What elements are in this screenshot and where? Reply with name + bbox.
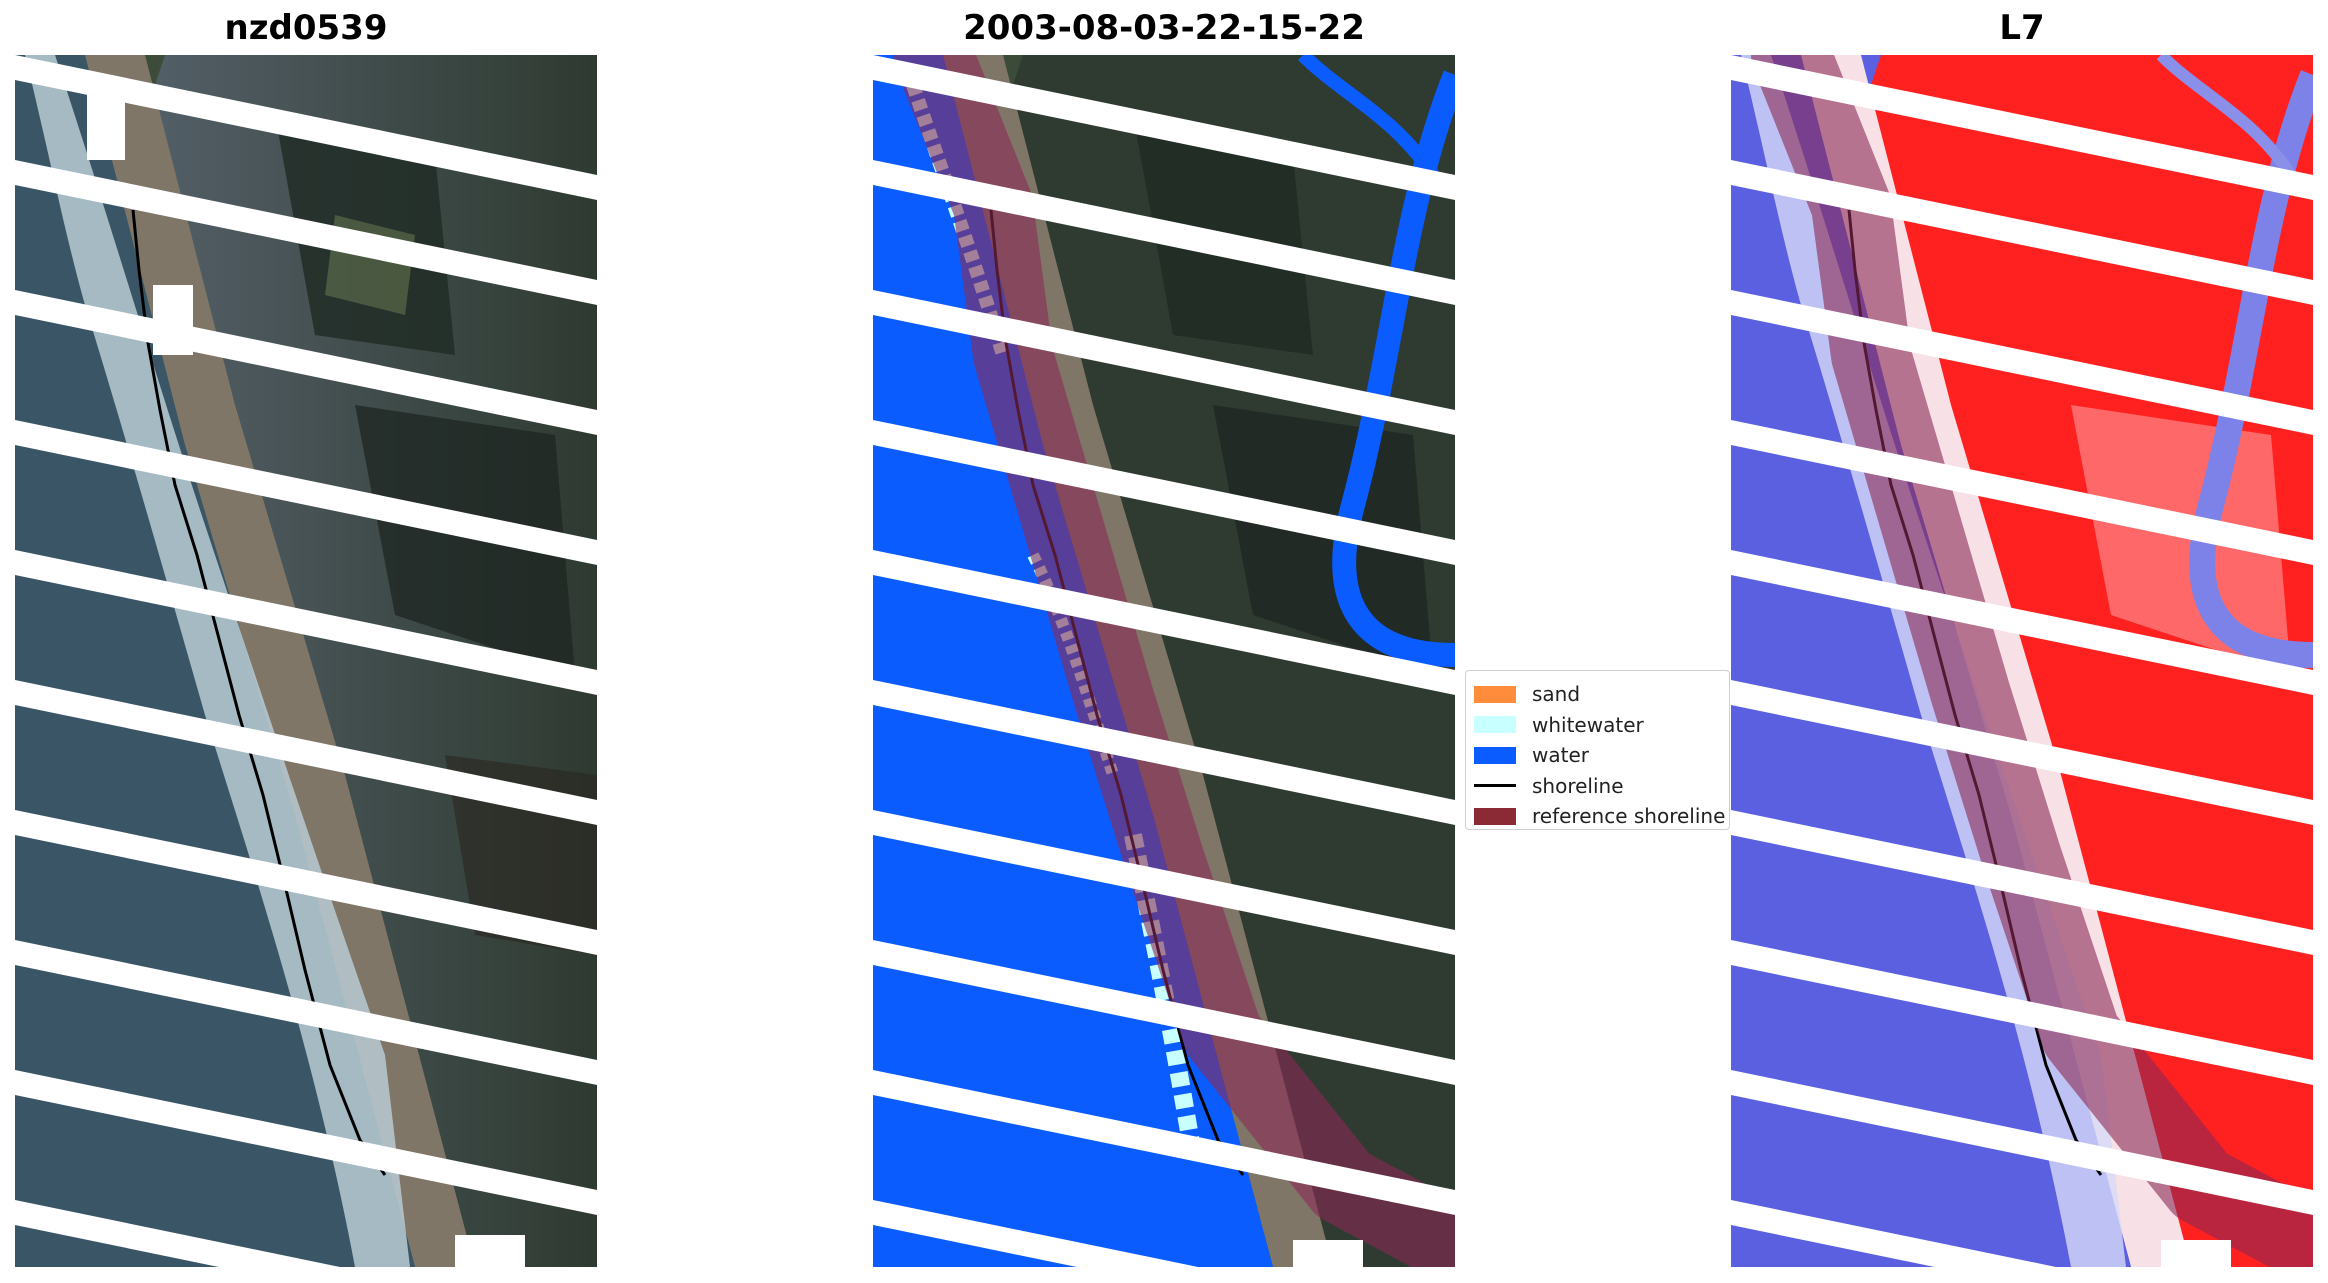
legend-swatch-whitewater: [1474, 716, 1516, 734]
legend-item-whitewater: whitewater: [1474, 710, 1721, 741]
legend-label-water: water: [1532, 743, 1589, 768]
legend-item-shoreline: shoreline: [1474, 771, 1721, 802]
panel-title-rgb: nzd0539: [224, 8, 388, 48]
panel-title-classified: 2003-08-03-22-15-22: [963, 8, 1365, 48]
legend-swatch-shoreline: [1474, 784, 1516, 788]
index-image-panel: [1731, 55, 2313, 1267]
legend-item-water: water: [1474, 740, 1721, 771]
legend-label-reference-shoreline: reference shoreline: [1532, 804, 1726, 829]
legend-label-shoreline: shoreline: [1532, 773, 1624, 798]
legend-item-sand: sand: [1474, 679, 1721, 710]
legend: sand whitewater water shoreline referenc…: [1465, 670, 1730, 830]
rgb-image-panel: [15, 55, 597, 1267]
legend-label-whitewater: whitewater: [1532, 712, 1644, 737]
classified-image-panel: [873, 55, 1455, 1267]
legend-swatch-water: [1474, 746, 1516, 764]
legend-swatch-reference-shoreline: [1474, 807, 1516, 825]
legend-swatch-sand: [1474, 685, 1516, 703]
panel-title-index: L7: [1999, 8, 2045, 48]
legend-label-sand: sand: [1532, 682, 1581, 707]
legend-item-reference-shoreline: reference shoreline: [1474, 801, 1725, 832]
